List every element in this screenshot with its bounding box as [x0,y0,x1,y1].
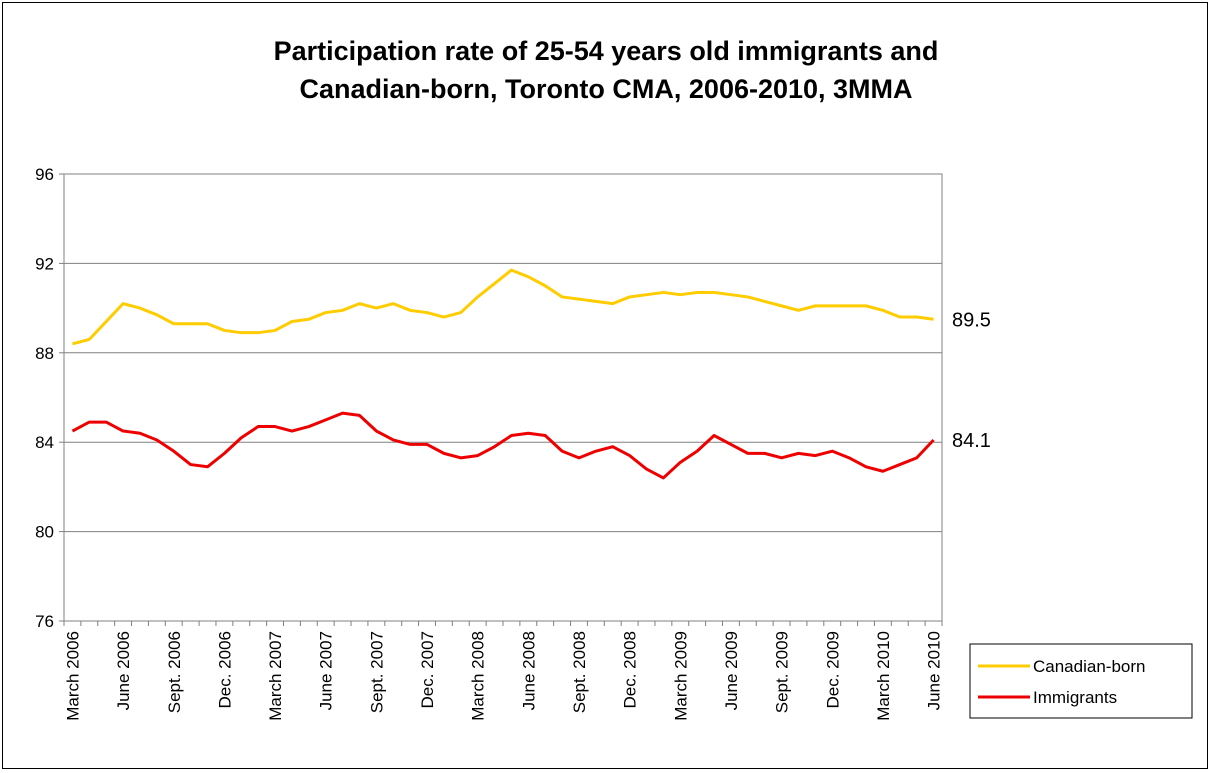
legend: Canadian-born Immigrants [969,643,1193,719]
x-tick-label: March 2010 [874,631,893,721]
x-tick-label: March 2006 [63,631,82,721]
x-tick-label: June 2006 [114,631,133,710]
chart-title-line-1: Participation rate of 25-54 years old im… [273,36,939,66]
x-tick-label: June 2010 [925,631,944,710]
legend-label: Canadian-born [1033,657,1145,676]
end-value-label: 89.5 [952,309,991,331]
series-line-immigrants [71,411,935,480]
x-axis: March 2006 June 2006 Sept. 2006 Dec. 2006 Ma… [63,621,944,721]
gridlines [64,262,942,533]
chart-title-line-2: Canadian-born, Toronto CMA, 2006-2010, 3… [299,74,913,104]
series-line-canadian-born [72,268,934,346]
x-tick-label: Sept. 2008 [570,631,589,713]
y-tick-label: 76 [35,612,54,631]
plot-area [63,173,943,622]
x-tick-label: March 2008 [469,631,488,721]
legend-label: Immigrants [1033,688,1117,707]
y-tick-label: 80 [35,523,54,542]
x-tick-label: June 2009 [722,631,741,710]
x-tick-label: Sept. 2007 [367,631,386,713]
end-value-label: 84.1 [952,430,991,452]
x-tick-label: Dec. 2007 [418,631,437,709]
series-lines [71,268,935,480]
x-tick-label: Dec. 2008 [621,631,640,709]
x-tick-label: Dec. 2009 [823,631,842,709]
x-tick-label: Dec. 2006 [215,631,234,709]
y-tick-label: 92 [35,254,54,273]
y-tick-label: 96 [35,165,54,184]
end-labels: 89.5 84.1 [952,309,991,452]
x-tick-label: June 2007 [317,631,336,710]
legend-box [969,643,1193,719]
x-tick-label: Sept. 2006 [165,631,184,713]
y-tick-label: 84 [35,433,54,452]
chart-title: Participation rate of 25-54 years old im… [0,32,1212,108]
x-tick-label: March 2007 [266,631,285,721]
y-axis: 76 80 84 88 92 96 [35,165,64,631]
x-tick-label: Sept. 2009 [773,631,792,713]
y-tick-label: 88 [35,344,54,363]
x-tick-label: March 2009 [671,631,690,721]
x-tick-label: June 2008 [519,631,538,710]
